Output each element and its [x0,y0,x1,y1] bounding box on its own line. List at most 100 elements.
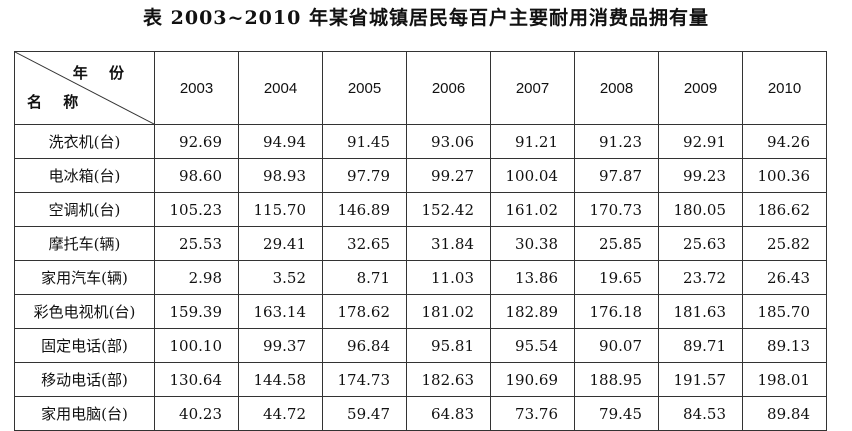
value-cell: 144.58 [238,362,323,397]
value-cell: 94.94 [238,124,323,159]
table-row: 摩托车(辆) 25.53 29.41 32.65 31.84 30.38 25.85 25.6… [14,226,827,261]
table-row: 空调机(台) 105.23 115.70 146.89 152.42 161.02 170.… [14,192,827,227]
value-cell: 190.69 [490,362,575,397]
item-name-cell: 摩托车(辆) [14,226,155,261]
item-name-cell: 空调机(台) [14,192,155,227]
value-cell: 2.98 [154,260,239,295]
table-row: 家用汽车(辆) 2.98 3.52 8.71 11.03 13.86 19.65 23.72 2… [14,260,827,295]
item-name-cell: 电冰箱(台) [14,158,155,193]
corner-name-label: 名 称 [27,93,87,111]
value-cell: 31.84 [406,226,491,261]
value-cell: 99.23 [658,158,743,193]
value-cell: 163.14 [238,294,323,329]
value-cell: 95.54 [490,328,575,363]
value-cell: 161.02 [490,192,575,227]
item-name-cell: 固定电话(部) [14,328,155,363]
value-cell: 13.86 [490,260,575,295]
corner-year-label: 年 份 [72,64,132,82]
value-cell: 178.62 [322,294,407,329]
value-cell: 89.84 [742,396,827,431]
year-header: 2010 [742,51,827,125]
value-cell: 64.83 [406,396,491,431]
year-header: 2006 [406,51,491,125]
value-cell: 182.89 [490,294,575,329]
value-cell: 99.37 [238,328,323,363]
value-cell: 182.63 [406,362,491,397]
value-cell: 92.91 [658,124,743,159]
year-header: 2009 [658,51,743,125]
value-cell: 99.27 [406,158,491,193]
table-row: 固定电话(部) 100.10 99.37 96.84 95.81 95.54 90.07 89… [14,328,827,363]
value-cell: 29.41 [238,226,323,261]
value-cell: 191.57 [658,362,743,397]
value-cell: 89.13 [742,328,827,363]
value-cell: 186.62 [742,192,827,227]
value-cell: 26.43 [742,260,827,295]
value-cell: 98.60 [154,158,239,193]
value-cell: 100.10 [154,328,239,363]
value-cell: 170.73 [574,192,659,227]
value-cell: 23.72 [658,260,743,295]
value-cell: 3.52 [238,260,323,295]
value-cell: 130.64 [154,362,239,397]
table-row: 洗衣机(台) 92.69 94.94 91.45 93.06 91.21 91.23 92.9… [14,124,827,159]
value-cell: 25.82 [742,226,827,261]
value-cell: 59.47 [322,396,407,431]
value-cell: 79.45 [574,396,659,431]
value-cell: 180.05 [658,192,743,227]
value-cell: 92.69 [154,124,239,159]
table-title: 表 2003~2010 年某省城镇居民每百户主要耐用消费品拥有量 [143,7,709,29]
value-cell: 181.02 [406,294,491,329]
value-cell: 73.76 [490,396,575,431]
value-cell: 185.70 [742,294,827,329]
value-cell: 25.63 [658,226,743,261]
value-cell: 91.23 [574,124,659,159]
value-cell: 44.72 [238,396,323,431]
year-header: 2004 [238,51,323,125]
item-name-cell: 洗衣机(台) [14,124,155,159]
year-header: 2005 [322,51,407,125]
value-cell: 97.79 [322,158,407,193]
value-cell: 91.21 [490,124,575,159]
value-cell: 100.36 [742,158,827,193]
item-name-cell: 家用电脑(台) [14,396,155,431]
year-header: 2003 [154,51,239,125]
value-cell: 188.95 [574,362,659,397]
value-cell: 25.85 [574,226,659,261]
consumer-goods-table: 年 份 名 称 2003 2004 2005 2006 2007 2008 20… [14,51,827,431]
value-cell: 146.89 [322,192,407,227]
value-cell: 95.81 [406,328,491,363]
value-cell: 96.84 [322,328,407,363]
table-row: 电冰箱(台) 98.60 98.93 97.79 99.27 100.04 97.87 99.… [14,158,827,193]
value-cell: 174.73 [322,362,407,397]
value-cell: 105.23 [154,192,239,227]
value-cell: 115.70 [238,192,323,227]
value-cell: 89.71 [658,328,743,363]
value-cell: 25.53 [154,226,239,261]
header-row: 年 份 名 称 2003 2004 2005 2006 2007 2008 20… [14,51,827,125]
value-cell: 8.71 [322,260,407,295]
value-cell: 198.01 [742,362,827,397]
year-header: 2007 [490,51,575,125]
value-cell: 93.06 [406,124,491,159]
value-cell: 152.42 [406,192,491,227]
year-header: 2008 [574,51,659,125]
table-row: 家用电脑(台) 40.23 44.72 59.47 64.83 73.76 79.45 84.… [14,396,827,431]
table-body: 洗衣机(台) 92.69 94.94 91.45 93.06 91.21 91.23 92.9… [14,124,827,431]
value-cell: 181.63 [658,294,743,329]
value-cell: 100.04 [490,158,575,193]
diagonal-divider [15,52,154,124]
corner-header-cell: 年 份 名 称 [14,51,155,125]
table-row: 移动电话(部) 130.64 144.58 174.73 182.63 190.69 188… [14,362,827,397]
value-cell: 94.26 [742,124,827,159]
value-cell: 98.93 [238,158,323,193]
item-name-cell: 移动电话(部) [14,362,155,397]
value-cell: 90.07 [574,328,659,363]
value-cell: 84.53 [658,396,743,431]
item-name-cell: 家用汽车(辆) [14,260,155,295]
value-cell: 30.38 [490,226,575,261]
item-name-cell: 彩色电视机(台) [14,294,155,329]
table-row: 彩色电视机(台) 159.39 163.14 178.62 181.02 182.89 17… [14,294,827,329]
value-cell: 176.18 [574,294,659,329]
value-cell: 40.23 [154,396,239,431]
